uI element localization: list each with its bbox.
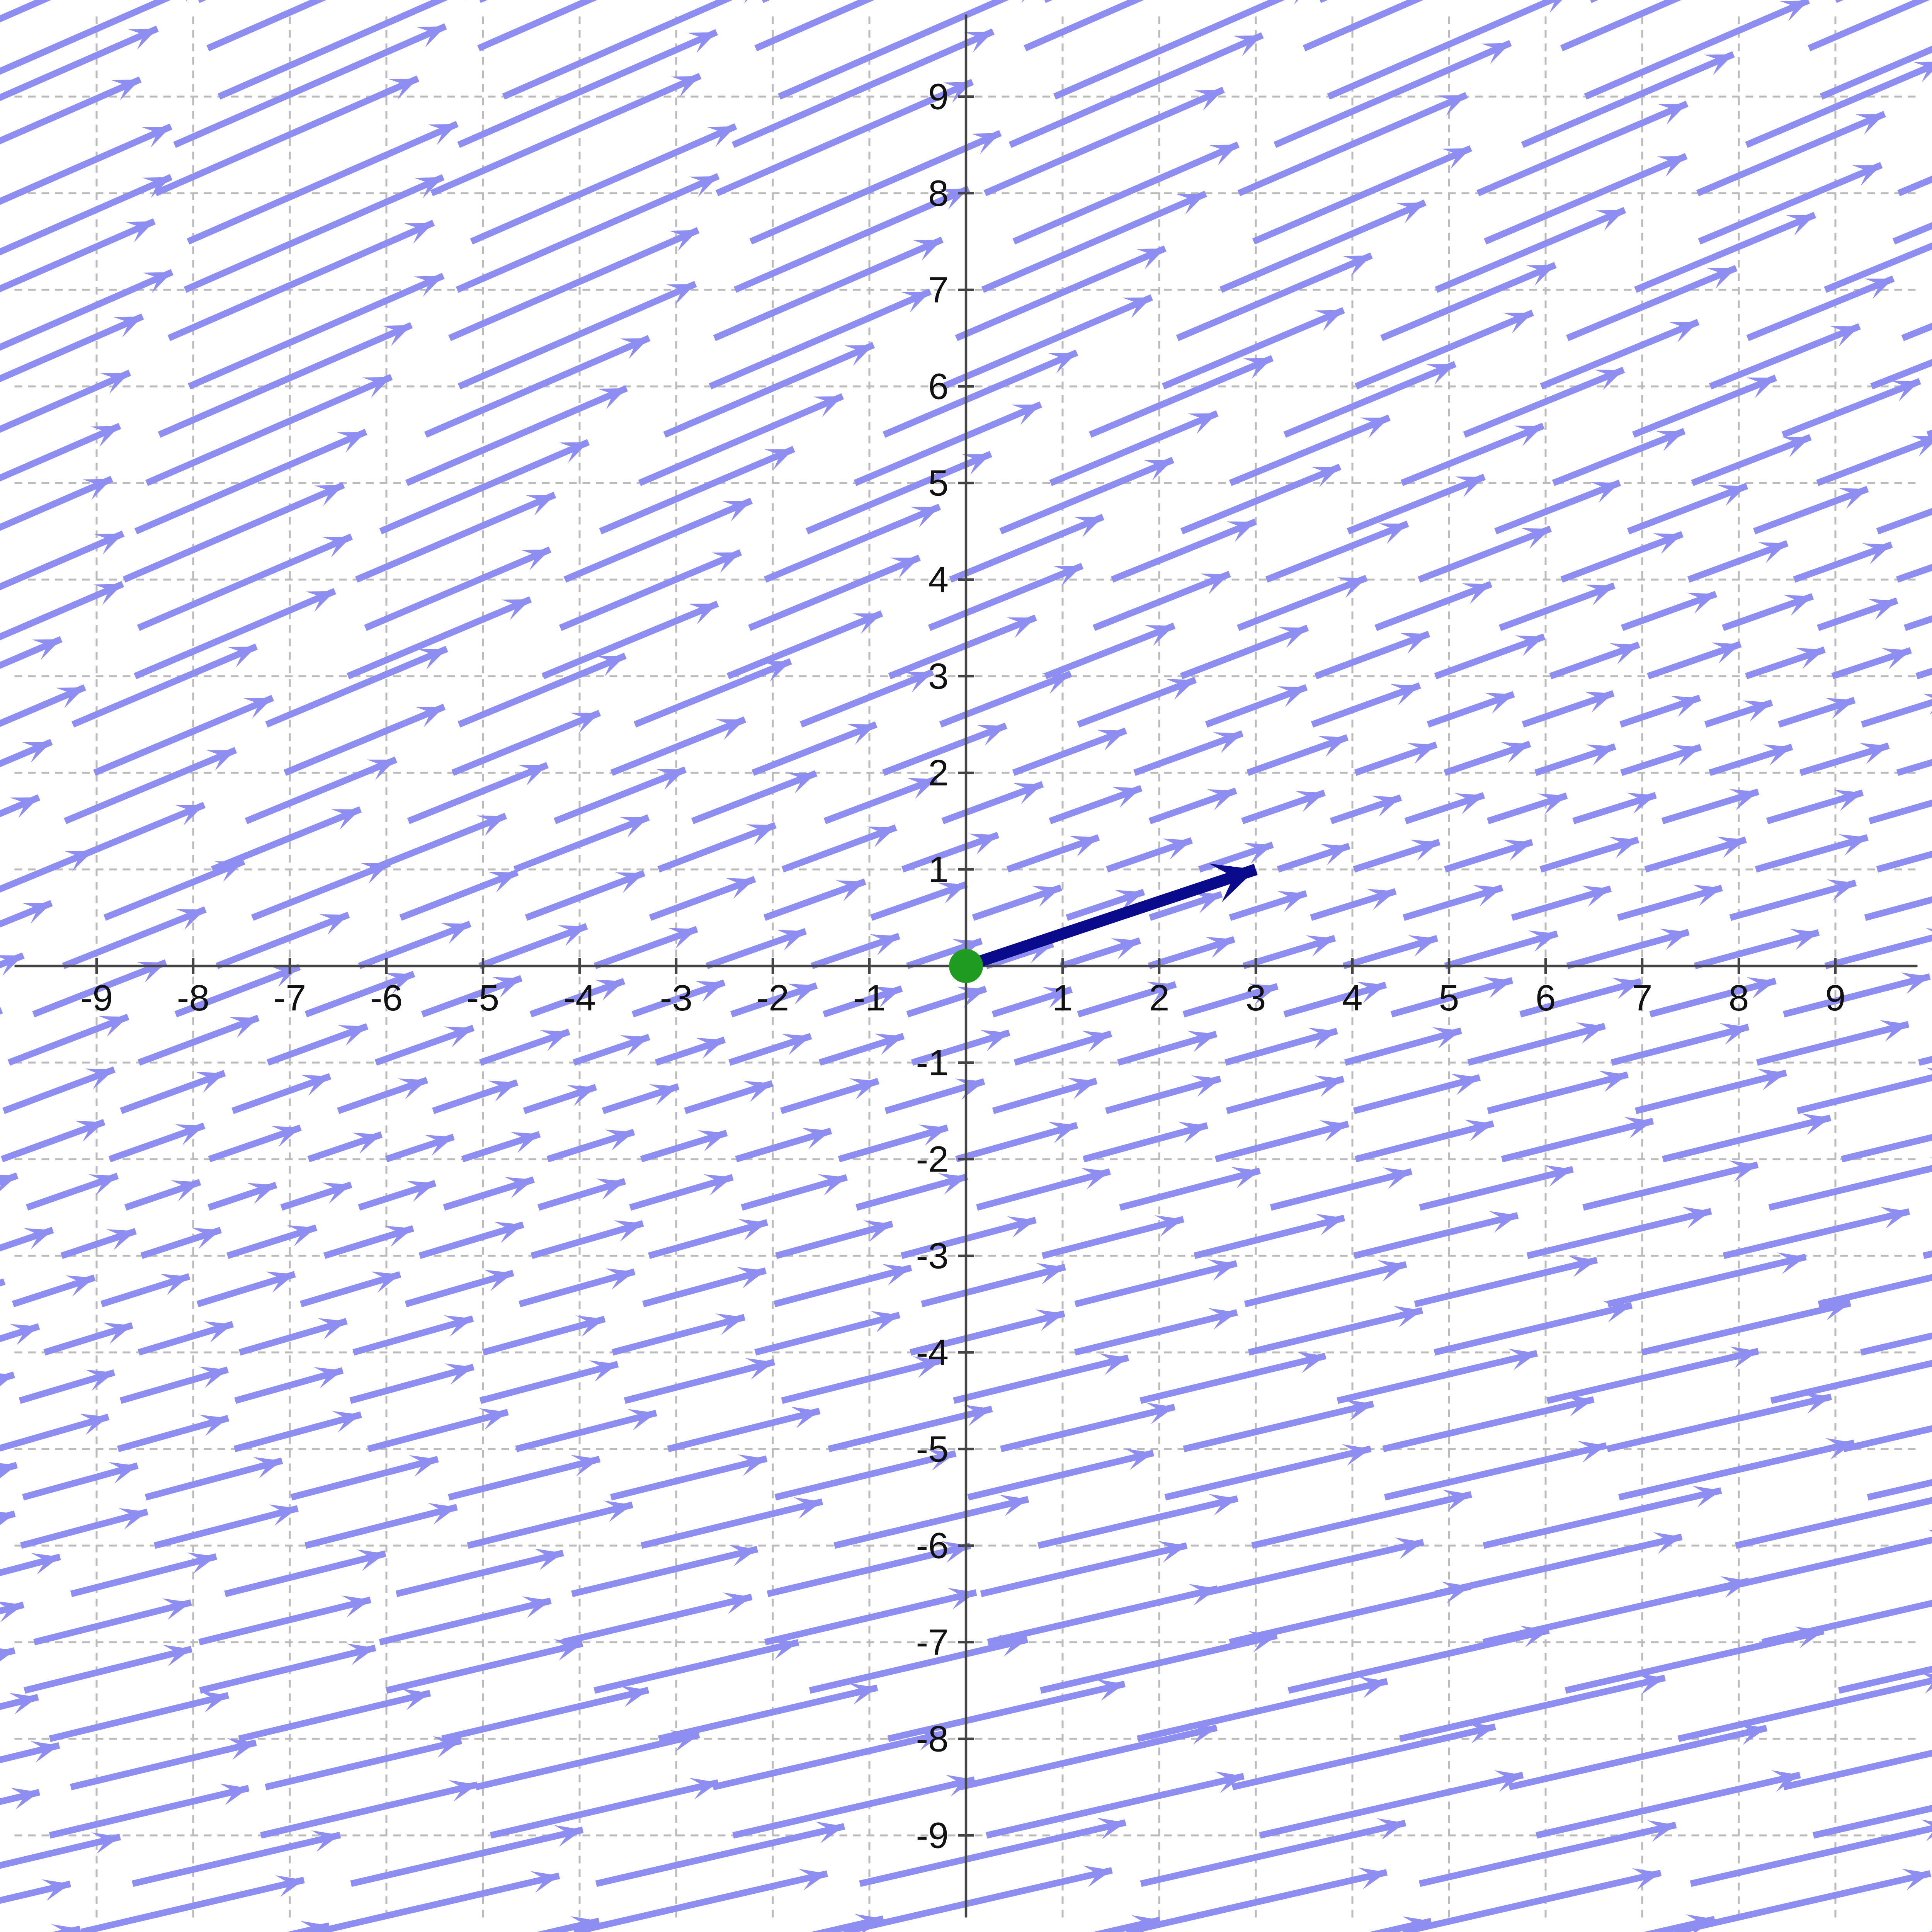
svg-text:9: 9 <box>1825 978 1846 1019</box>
svg-text:8: 8 <box>928 173 949 214</box>
svg-text:6: 6 <box>1536 978 1556 1019</box>
svg-text:2: 2 <box>1149 978 1170 1019</box>
svg-text:-2: -2 <box>757 978 789 1019</box>
svg-text:9: 9 <box>928 77 949 117</box>
svg-text:-5: -5 <box>916 1429 949 1470</box>
svg-text:-9: -9 <box>916 1815 949 1856</box>
svg-text:1: 1 <box>928 849 949 890</box>
svg-text:7: 7 <box>1632 978 1653 1019</box>
svg-text:-6: -6 <box>370 978 403 1019</box>
svg-text:5: 5 <box>1439 978 1459 1019</box>
svg-text:-4: -4 <box>563 978 596 1019</box>
svg-text:-8: -8 <box>177 978 209 1019</box>
svg-text:-9: -9 <box>80 978 113 1019</box>
svg-text:8: 8 <box>1729 978 1749 1019</box>
svg-text:-6: -6 <box>916 1526 949 1566</box>
svg-text:4: 4 <box>928 560 949 600</box>
svg-text:4: 4 <box>1342 978 1363 1019</box>
svg-text:-1: -1 <box>916 1043 949 1083</box>
svg-text:7: 7 <box>928 270 949 311</box>
svg-text:-3: -3 <box>660 978 692 1019</box>
svg-text:-7: -7 <box>916 1622 949 1663</box>
svg-text:-7: -7 <box>274 978 306 1019</box>
svg-text:5: 5 <box>928 463 949 504</box>
svg-text:-2: -2 <box>916 1139 949 1180</box>
svg-text:-4: -4 <box>916 1332 949 1373</box>
svg-text:-1: -1 <box>853 978 886 1019</box>
svg-text:-5: -5 <box>467 978 499 1019</box>
svg-text:3: 3 <box>1246 978 1266 1019</box>
svg-text:6: 6 <box>928 366 949 407</box>
svg-text:-3: -3 <box>916 1236 949 1277</box>
svg-text:-8: -8 <box>916 1719 949 1760</box>
svg-text:3: 3 <box>928 656 949 697</box>
svg-text:2: 2 <box>928 753 949 794</box>
svg-text:1: 1 <box>1053 978 1073 1019</box>
